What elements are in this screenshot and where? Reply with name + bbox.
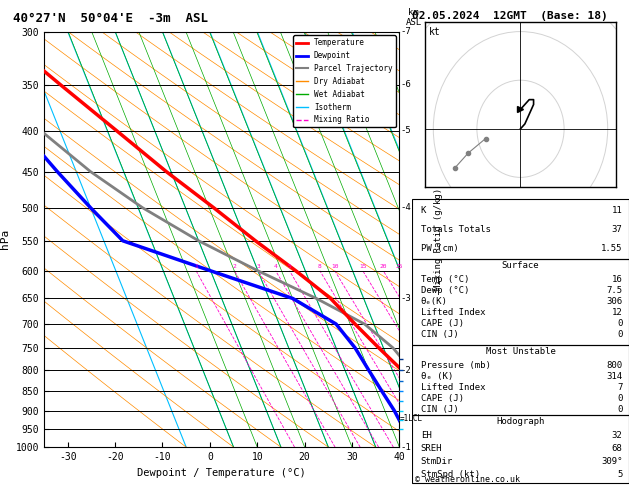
Text: 0: 0 (617, 330, 623, 339)
Legend: Temperature, Dewpoint, Parcel Trajectory, Dry Adiabat, Wet Adiabat, Isotherm, Mi: Temperature, Dewpoint, Parcel Trajectory… (293, 35, 396, 127)
Text: 8: 8 (318, 264, 322, 269)
Text: 5: 5 (617, 470, 623, 479)
Text: 68: 68 (612, 444, 623, 453)
Text: Mixing Ratio (g/kg): Mixing Ratio (g/kg) (434, 188, 443, 291)
Text: 306: 306 (606, 297, 623, 306)
Text: -2: -2 (400, 365, 411, 375)
Text: 0: 0 (617, 405, 623, 414)
Text: Dewp (°C): Dewp (°C) (421, 286, 469, 295)
Text: -7: -7 (400, 27, 411, 36)
Text: 02.05.2024  12GMT  (Base: 18): 02.05.2024 12GMT (Base: 18) (412, 11, 608, 21)
Text: EH: EH (421, 431, 431, 440)
Text: 37: 37 (612, 225, 623, 234)
Text: StmDir: StmDir (421, 457, 453, 466)
Text: 20: 20 (379, 264, 387, 269)
Text: 3: 3 (257, 264, 260, 269)
Text: θₑ (K): θₑ (K) (421, 372, 453, 381)
Text: © weatheronline.co.uk: © weatheronline.co.uk (415, 474, 520, 484)
Text: 5: 5 (287, 264, 291, 269)
Text: StmSpd (kt): StmSpd (kt) (421, 470, 480, 479)
Text: Pressure (mb): Pressure (mb) (421, 361, 491, 370)
Text: 32: 32 (612, 431, 623, 440)
Text: 7.5: 7.5 (606, 286, 623, 295)
Text: Totals Totals: Totals Totals (421, 225, 491, 234)
Text: 15: 15 (359, 264, 367, 269)
Text: 0: 0 (617, 319, 623, 328)
Text: 12: 12 (612, 308, 623, 317)
Y-axis label: hPa: hPa (0, 229, 10, 249)
Text: -5: -5 (400, 126, 411, 136)
Text: Temp (°C): Temp (°C) (421, 275, 469, 284)
Text: Lifted Index: Lifted Index (421, 383, 485, 392)
Text: 4: 4 (274, 264, 277, 269)
Text: -1: -1 (400, 443, 411, 451)
Text: 11: 11 (612, 206, 623, 215)
Text: 1.55: 1.55 (601, 244, 623, 253)
Bar (412, 345, 629, 415)
Text: 10: 10 (331, 264, 338, 269)
Text: km
ASL: km ASL (406, 8, 421, 27)
Text: 2: 2 (233, 264, 237, 269)
Bar (412, 415, 629, 483)
X-axis label: Dewpoint / Temperature (°C): Dewpoint / Temperature (°C) (137, 468, 306, 478)
Text: Surface: Surface (502, 261, 539, 271)
Text: θₑ(K): θₑ(K) (421, 297, 448, 306)
Text: Most Unstable: Most Unstable (486, 347, 555, 357)
Text: -3: -3 (400, 294, 411, 303)
Text: SREH: SREH (421, 444, 442, 453)
Bar (412, 259, 629, 345)
Text: kt: kt (428, 27, 440, 37)
Text: -4: -4 (400, 204, 411, 212)
Text: K: K (421, 206, 426, 215)
Text: CIN (J): CIN (J) (421, 330, 459, 339)
Text: 25: 25 (396, 264, 403, 269)
Text: 314: 314 (606, 372, 623, 381)
Text: Lifted Index: Lifted Index (421, 308, 485, 317)
Text: =1LCL: =1LCL (400, 414, 423, 423)
Text: 0: 0 (617, 394, 623, 403)
Text: 800: 800 (606, 361, 623, 370)
Text: 40°27'N  50°04'E  -3m  ASL: 40°27'N 50°04'E -3m ASL (13, 12, 208, 25)
Text: 7: 7 (617, 383, 623, 392)
Text: CAPE (J): CAPE (J) (421, 394, 464, 403)
Text: 1: 1 (194, 264, 198, 269)
Text: CAPE (J): CAPE (J) (421, 319, 464, 328)
Text: 16: 16 (612, 275, 623, 284)
Bar (412, 199, 629, 259)
Text: CIN (J): CIN (J) (421, 405, 459, 414)
Text: Hodograph: Hodograph (496, 417, 545, 427)
Text: -6: -6 (400, 80, 411, 89)
Text: 309°: 309° (601, 457, 623, 466)
Text: PW (cm): PW (cm) (421, 244, 459, 253)
